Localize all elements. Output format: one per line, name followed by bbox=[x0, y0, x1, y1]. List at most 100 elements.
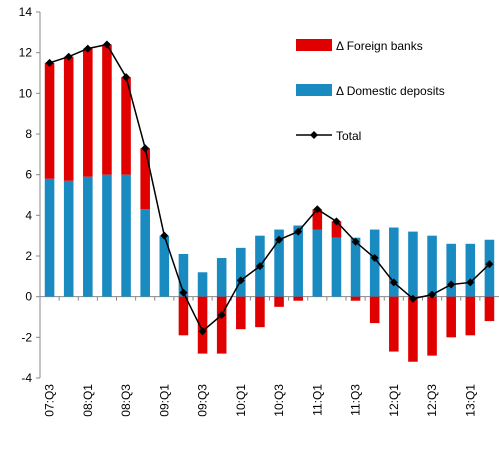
y-tick-label: -2 bbox=[21, 330, 32, 344]
bar bbox=[83, 48, 93, 177]
bar bbox=[293, 225, 303, 297]
bar bbox=[274, 296, 284, 307]
bar bbox=[331, 237, 342, 297]
x-tick-label: 08:Q1 bbox=[81, 384, 95, 417]
bar bbox=[350, 237, 361, 297]
bar bbox=[274, 229, 284, 297]
point bbox=[275, 235, 284, 244]
point bbox=[428, 290, 437, 299]
y-tick-label: 4 bbox=[25, 208, 32, 222]
bar bbox=[389, 296, 399, 352]
bar bbox=[465, 243, 476, 297]
y-tick-label: 0 bbox=[25, 290, 32, 304]
bar bbox=[350, 296, 361, 301]
bar bbox=[159, 235, 170, 297]
point bbox=[217, 310, 226, 319]
x-tick-label: 10:Q1 bbox=[234, 384, 248, 417]
point bbox=[83, 44, 92, 53]
x-tick-label: 11:Q3 bbox=[349, 384, 363, 416]
legend-swatch bbox=[296, 39, 332, 51]
point bbox=[389, 278, 398, 287]
bar bbox=[121, 77, 131, 175]
point bbox=[236, 276, 245, 285]
bar bbox=[102, 44, 112, 175]
x-tick-label: 09:Q3 bbox=[196, 384, 210, 417]
point bbox=[179, 288, 188, 297]
bar bbox=[427, 235, 437, 297]
legend-swatch bbox=[296, 84, 332, 96]
point bbox=[102, 40, 111, 49]
bar bbox=[140, 148, 150, 210]
bar bbox=[216, 296, 227, 354]
bar bbox=[427, 296, 437, 356]
bar bbox=[44, 62, 55, 179]
x-tick-label: 08:Q3 bbox=[119, 384, 133, 417]
point bbox=[198, 327, 207, 336]
bar bbox=[63, 180, 74, 297]
bar bbox=[369, 229, 380, 297]
legend-marker bbox=[310, 131, 318, 139]
bar bbox=[63, 56, 74, 181]
legend: Δ Foreign banks Δ Domestic deposits Total bbox=[296, 39, 445, 143]
point bbox=[141, 144, 150, 153]
y-tick-label: 8 bbox=[25, 127, 32, 141]
x-tick-label: 07:Q3 bbox=[43, 384, 57, 417]
bar bbox=[446, 243, 456, 297]
point bbox=[351, 237, 360, 246]
bar bbox=[465, 296, 476, 336]
y-tick-label: 14 bbox=[19, 5, 33, 19]
point bbox=[408, 294, 417, 303]
point bbox=[370, 254, 379, 263]
x-tick-label: 09:Q1 bbox=[157, 384, 171, 417]
bar bbox=[216, 258, 227, 297]
bar bbox=[140, 209, 150, 297]
bar bbox=[197, 296, 208, 354]
point bbox=[160, 231, 169, 240]
bar bbox=[197, 272, 208, 297]
legend-label: Δ Domestic deposits bbox=[336, 84, 445, 98]
bar bbox=[408, 231, 418, 297]
bar bbox=[293, 296, 303, 301]
bar bbox=[83, 176, 93, 297]
point bbox=[294, 227, 303, 236]
bar bbox=[178, 253, 189, 297]
y-tick-label: -4 bbox=[21, 371, 32, 385]
legend-label: Total bbox=[336, 129, 361, 143]
bar bbox=[44, 178, 55, 297]
x-tick-label: 12:Q1 bbox=[387, 384, 401, 417]
bar bbox=[484, 239, 495, 297]
bar bbox=[236, 247, 246, 297]
point bbox=[313, 205, 322, 214]
x-tick-label: 11:Q1 bbox=[310, 384, 324, 416]
point bbox=[447, 280, 456, 289]
point bbox=[122, 73, 131, 82]
point bbox=[466, 278, 475, 287]
bar bbox=[484, 296, 495, 322]
y-tick-label: 6 bbox=[25, 168, 32, 182]
y-tick-label: 10 bbox=[19, 86, 33, 100]
bar bbox=[102, 174, 112, 297]
bar bbox=[389, 227, 399, 297]
bar bbox=[312, 209, 323, 230]
bar bbox=[178, 296, 189, 336]
point bbox=[45, 58, 54, 67]
x-tick-label: 13:Q1 bbox=[463, 384, 477, 417]
y-tick-label: 12 bbox=[19, 46, 33, 60]
point bbox=[255, 262, 264, 271]
bar bbox=[408, 296, 418, 362]
y-tick-label: 2 bbox=[25, 249, 32, 263]
x-tick-label: 10:Q3 bbox=[272, 384, 286, 417]
x-tick-label: 12:Q3 bbox=[425, 384, 439, 417]
point bbox=[332, 217, 341, 226]
legend-label: Δ Foreign banks bbox=[336, 39, 423, 53]
point bbox=[485, 260, 494, 269]
bar bbox=[236, 296, 246, 330]
bar bbox=[121, 174, 131, 297]
bar bbox=[255, 296, 265, 328]
point bbox=[64, 52, 73, 61]
bar bbox=[369, 296, 380, 324]
bar bbox=[331, 221, 342, 238]
bar bbox=[446, 296, 456, 338]
bar bbox=[312, 229, 323, 297]
